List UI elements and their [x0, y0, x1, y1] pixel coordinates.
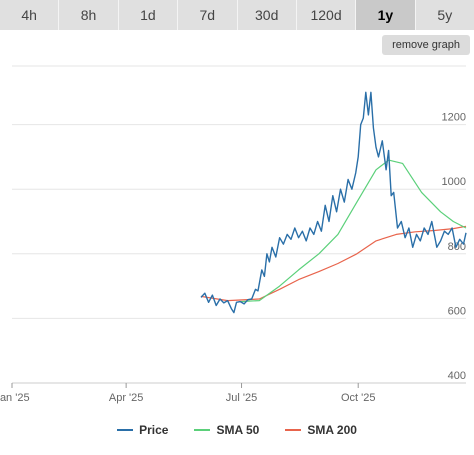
- y-tick-label-400: 400: [448, 370, 466, 382]
- x-tick-label-2: Jul '25: [226, 392, 257, 404]
- series-lines: [200, 91, 467, 314]
- tab-8h[interactable]: 8h: [59, 0, 119, 30]
- tab-7d[interactable]: 7d: [178, 0, 238, 30]
- legend-label-sma200: SMA 200: [307, 423, 357, 437]
- legend-item-sma50[interactable]: SMA 50: [194, 420, 259, 440]
- legend-item-price[interactable]: Price: [117, 420, 168, 440]
- x-tick-label-0: Jan '25: [0, 392, 30, 404]
- tab-1y[interactable]: 1y: [356, 0, 416, 30]
- y-tick-label-600: 600: [448, 305, 466, 317]
- tab-30d[interactable]: 30d: [237, 0, 297, 30]
- chart-legend: Price SMA 50 SMA 200: [0, 420, 474, 440]
- sma50-line: [240, 159, 467, 303]
- tab-4h[interactable]: 4h: [0, 0, 60, 30]
- y-tick-label-1200: 1200: [442, 112, 466, 124]
- timeframe-tabs: 4h 8h 1d 7d 30d 120d 1y 5y: [0, 0, 474, 30]
- grid-lines: [11, 65, 466, 388]
- legend-swatch-sma200: [285, 429, 302, 431]
- tab-120d[interactable]: 120d: [296, 0, 357, 30]
- legend-label-price: Price: [139, 423, 169, 437]
- sma200-line: [200, 225, 467, 302]
- legend-label-sma50: SMA 50: [216, 423, 260, 437]
- tab-1d[interactable]: 1d: [118, 0, 179, 30]
- legend-swatch-sma50: [194, 429, 211, 431]
- legend-item-sma200[interactable]: SMA 200: [285, 420, 357, 440]
- price-line: [200, 91, 467, 314]
- y-tick-label-1000: 1000: [442, 176, 466, 188]
- x-tick-label-3: Oct '25: [341, 392, 376, 404]
- x-tick-label-1: Apr '25: [109, 392, 144, 404]
- remove-graph-button[interactable]: remove graph: [382, 35, 470, 55]
- legend-swatch-price: [117, 429, 134, 431]
- tab-5y[interactable]: 5y: [415, 0, 474, 30]
